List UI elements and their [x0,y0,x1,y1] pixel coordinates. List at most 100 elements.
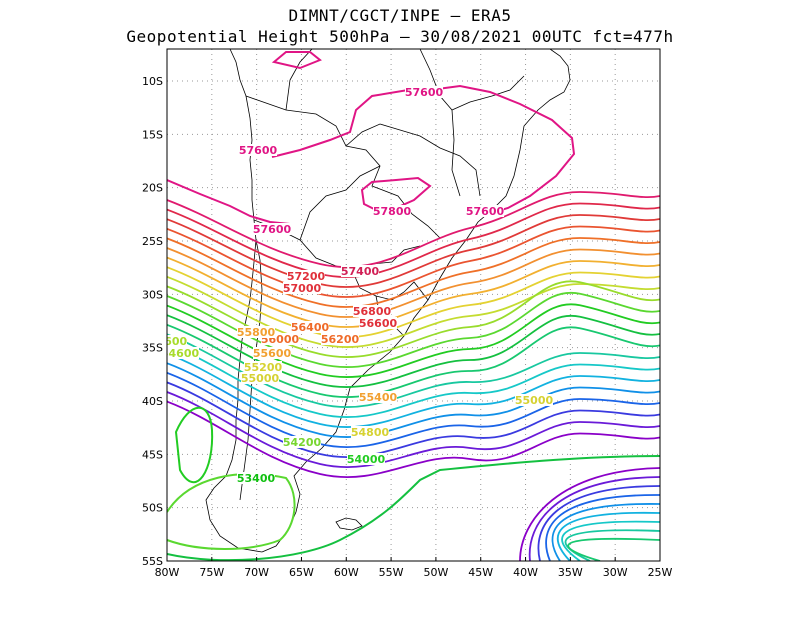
contour-label-bg [515,394,553,406]
lat-tick-label: 20S [142,182,163,195]
contour-label: 56800 [353,305,392,318]
contour-label: 57600 [405,86,444,99]
contour-label-bg [466,205,504,217]
contour-line [174,406,214,484]
contour-label-bg [237,326,275,338]
contour-line [167,291,660,368]
contour-line [167,202,660,278]
contour-line [551,503,660,561]
contour-line [360,176,432,212]
contour-label: 54000 [347,453,386,466]
contour-label-bg [167,335,187,347]
contour-line [167,256,660,328]
plot-frame [166,48,661,562]
contour-label: 55600 [253,347,292,360]
contour-line [167,247,660,318]
lat-tick-label: 10S [142,75,163,88]
contour-line [556,511,660,561]
lat-tick-label: 50S [142,502,163,515]
contour-label-bg [253,223,291,235]
contour-line [167,381,660,459]
contour-label-bg [287,270,325,282]
contour-label: 55800 [237,326,276,339]
contour-label: 54200 [283,436,322,449]
contour-line [564,529,660,561]
contour-label-bg [239,144,277,156]
lat-tick-label: 45S [142,448,163,461]
contour-line [167,371,660,449]
contour-label: 55000 [241,372,280,385]
contour-line [537,485,660,561]
chart-title-line2: Geopotential Height 500hPa – 30/08/2021 … [126,27,674,46]
contour-label-bg [353,305,391,317]
contour-line [519,467,660,561]
contour-label-bg [373,205,411,217]
contour-line [167,225,660,298]
contour-label: 56200 [321,333,360,346]
contour-label: 53400 [237,472,276,485]
lon-tick-label: 55W [379,566,404,579]
lat-tick-label: 55S [142,555,163,568]
contour-lines [167,51,660,561]
lat-tick-label: 15S [142,128,163,141]
contour-label-bg [359,317,397,329]
axis-ticks: 80W 75W 70W 65W 60W 55W 50W 45W 40W 35W 30W 25W 10S 1… [142,75,673,579]
lon-tick-label: 65W [289,566,314,579]
country-border [419,49,525,111]
contour-label-bg [283,282,321,294]
contour-line [167,473,296,550]
contour-line [167,333,660,409]
contour-line [271,84,576,216]
contour-label: 57800 [373,205,412,218]
contour-label-bg [405,86,443,98]
contour-labels: 57600 57600 57600 57600 57800 57400 5720057000… [167,86,554,485]
contour-line [167,343,660,419]
coastline-east [261,49,571,553]
contour-line [167,352,660,429]
lon-tick-label: 35W [558,566,583,579]
lat-tick-label: 25S [142,235,163,248]
lon-tick-label: 45W [468,566,493,579]
coastline-west [205,49,263,553]
contour-line [167,314,660,388]
contour-line [167,266,660,338]
contour-label-bg [321,333,359,345]
contour-label-bg [237,472,275,484]
contour-line [167,400,660,479]
lat-tick-label: 30S [142,288,163,301]
contour-line [561,520,660,561]
lon-tick-label: 60W [334,566,359,579]
country-border [345,123,481,197]
lat-tick-label: 35S [142,342,163,355]
lon-tick-label: 30W [603,566,628,579]
country-border [285,49,313,111]
contour-line [167,191,660,268]
contour-line [167,214,660,288]
lat-tick-label: 40S [142,395,163,408]
contour-label: 54800 [351,426,390,439]
contour-line [545,494,660,561]
contour-line [167,362,660,439]
lon-tick-label: 80W [155,566,180,579]
contour-line [567,537,660,561]
contour-label: 56600 [359,317,398,330]
falklands [335,517,363,531]
lon-tick-label: 40W [513,566,538,579]
chart-title-line1: DIMNT/CGCT/INPE – ERA5 [288,6,512,25]
contour-label: 57400 [341,265,380,278]
country-border [299,165,381,241]
contour-line [167,237,660,308]
contour-label: 55000 [515,394,554,407]
contour-label-bg [351,426,389,438]
lon-tick-label: 50W [423,566,448,579]
contour-label: 57600 [253,223,292,236]
contour-label: 57600 [466,205,505,218]
contour-label: 56400 [291,321,330,334]
contour-label-bg [244,361,282,373]
contour-label: 57200 [287,270,326,283]
country-border [451,109,461,197]
contour-label: 57000 [283,282,322,295]
contour-label-bg [167,347,199,359]
contour-label: 57600 [239,144,278,157]
contour-label-bg [347,453,385,465]
